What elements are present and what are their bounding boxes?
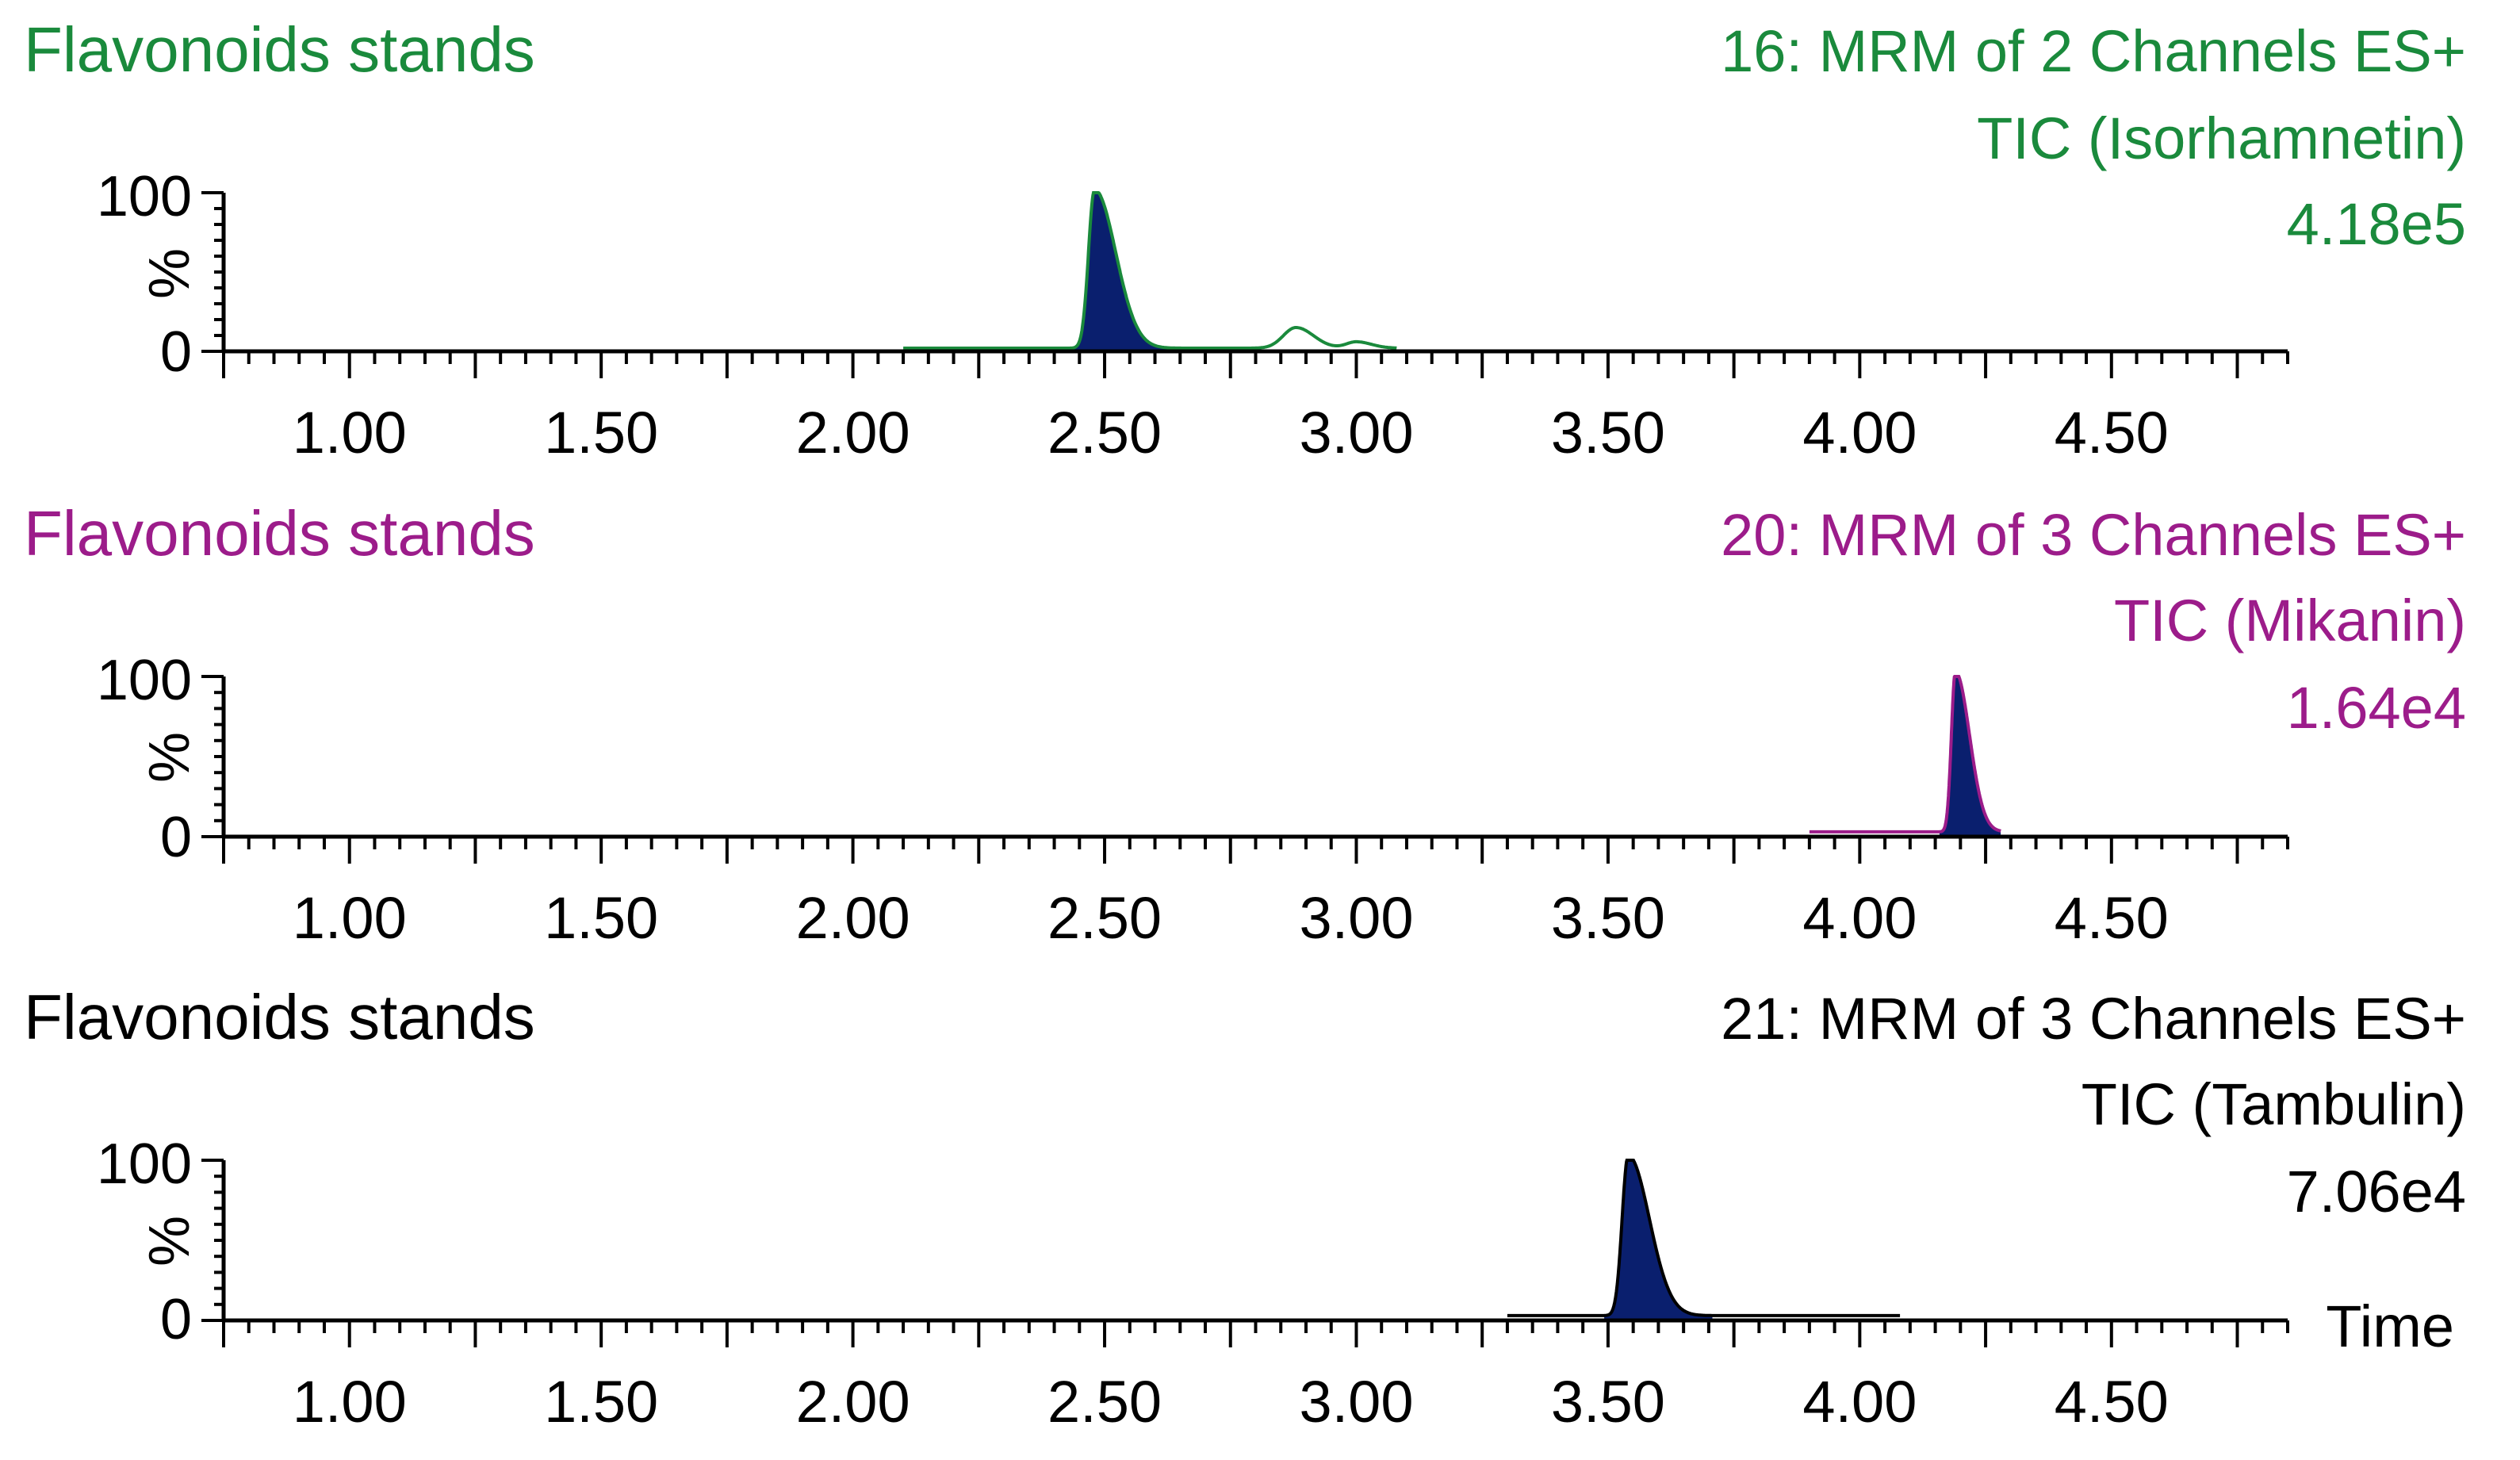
function-label: 16: MRM of 2 Channels ES+ — [1721, 18, 2466, 84]
intensity-label: 7.06e4 — [2287, 1159, 2466, 1224]
trace-label: TIC (Isorhamnetin) — [1977, 105, 2466, 171]
y-tick-min: 0 — [160, 806, 192, 869]
x-axis: 1.00 1.50 2.00 2.50 3.00 3.50 4.00 4.50 — [222, 1318, 2289, 1435]
x-tick-label: 4.50 — [2055, 885, 2169, 951]
function-label: 20: MRM of 3 Channels ES+ — [1721, 502, 2466, 568]
plot-area — [201, 1159, 1901, 1322]
trace-label: TIC (Mikanin) — [2114, 588, 2466, 653]
x-tick-label: 2.50 — [1047, 1369, 1162, 1435]
x-tick-label: 3.00 — [1299, 885, 1413, 951]
trace-line — [1507, 1159, 1901, 1317]
x-tick-label: 2.00 — [796, 1369, 910, 1435]
y-tick-max: 100 — [97, 1132, 192, 1196]
x-tick-label: 4.00 — [1802, 400, 1917, 466]
x-tick-label: 1.50 — [544, 400, 658, 466]
x-tick-label: 2.00 — [796, 885, 910, 951]
x-tick-label: 3.50 — [1551, 885, 1665, 951]
x-tick-label: 3.50 — [1551, 400, 1665, 466]
x-tick-label: 3.00 — [1299, 1369, 1413, 1435]
y-tick-min: 0 — [160, 320, 192, 384]
x-tick-label: 4.00 — [1802, 1369, 1917, 1435]
y-axis-label: % — [138, 1216, 201, 1266]
x-tick-label: 4.50 — [2055, 400, 2169, 466]
x-axis: 1.00 1.50 2.00 2.50 3.00 3.50 4.00 4.50 — [222, 834, 2289, 951]
trace-label: TIC (Tambulin) — [2081, 1071, 2466, 1137]
x-tick-label: 2.00 — [796, 400, 910, 466]
x-tick-label: 4.50 — [2055, 1369, 2169, 1435]
y-axis-label: % — [138, 248, 201, 299]
sample-title: Flavonoids stands — [24, 14, 535, 85]
intensity-label: 4.18e5 — [2287, 191, 2466, 257]
x-tick-label: 1.00 — [293, 1369, 407, 1435]
x-tick-label: 2.50 — [1047, 885, 1162, 951]
x-tick-label: 4.00 — [1802, 885, 1917, 951]
chromatogram-panel-tambulin: Flavonoids stands 21: MRM of 3 Channels … — [24, 982, 2466, 1435]
x-tick-label: 1.50 — [544, 885, 658, 951]
x-axis-label: Time — [2326, 1293, 2454, 1359]
function-label: 21: MRM of 3 Channels ES+ — [1721, 986, 2466, 1052]
y-tick-max: 100 — [97, 649, 192, 712]
x-tick-label: 1.00 — [293, 885, 407, 951]
peak-fill — [1070, 193, 1179, 351]
plot-area — [201, 191, 1397, 353]
intensity-label: 1.64e4 — [2287, 675, 2466, 741]
plot-area — [201, 675, 2001, 838]
chromatogram-panel-mikanin: Flavonoids stands 20: MRM of 3 Channels … — [24, 498, 2466, 951]
chromatogram-panel-isorhamnetin: Flavonoids stands 16: MRM of 2 Channels … — [24, 14, 2466, 466]
peak-fill — [1939, 676, 2001, 837]
x-axis: 1.00 1.50 2.00 2.50 3.00 3.50 4.00 4.50 — [222, 349, 2289, 466]
x-tick-label: 1.00 — [293, 400, 407, 466]
y-axis-label: % — [138, 732, 201, 783]
y-tick-max: 100 — [97, 165, 192, 228]
x-tick-label: 1.50 — [544, 1369, 658, 1435]
trace-line — [903, 191, 1397, 350]
sample-title: Flavonoids stands — [24, 982, 535, 1052]
trace-line — [1809, 675, 2001, 833]
x-tick-label: 3.00 — [1299, 400, 1413, 466]
y-tick-min: 0 — [160, 1288, 192, 1351]
x-tick-label: 2.50 — [1047, 400, 1162, 466]
x-tick-label: 3.50 — [1551, 1369, 1665, 1435]
sample-title: Flavonoids stands — [24, 498, 535, 569]
peak-fill — [1604, 1160, 1713, 1320]
